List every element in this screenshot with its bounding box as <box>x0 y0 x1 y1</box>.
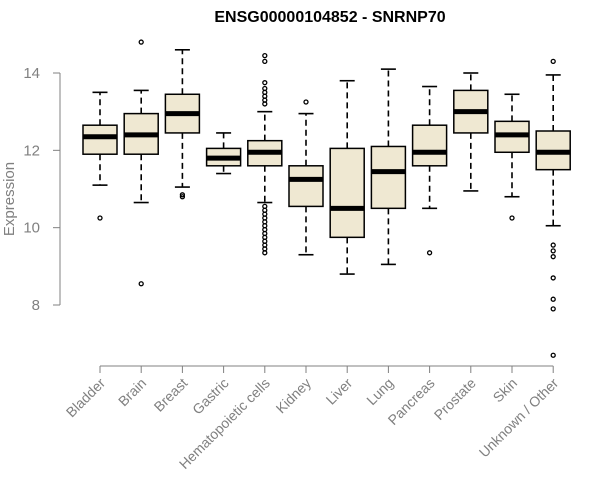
box-group <box>164 48 201 200</box>
box <box>411 124 448 167</box>
outlier-point <box>550 296 556 302</box>
outlier-point <box>303 99 309 105</box>
x-tick-label: Brain <box>115 375 149 409</box>
box-group <box>247 52 283 256</box>
outlier-point <box>262 203 268 210</box>
plot-area <box>82 39 571 358</box>
box <box>82 124 118 155</box>
x-tick-label: Prostate <box>431 375 479 423</box>
outlier-point <box>550 352 556 358</box>
y-axis-label: Expression <box>1 162 18 236</box>
outlier-point <box>138 39 144 45</box>
outlier-point <box>550 306 556 312</box>
box-group <box>123 39 159 287</box>
x-tick-label: Skin <box>490 375 521 406</box>
outlier-point <box>179 194 186 200</box>
x-tick-label: Breast <box>151 375 191 415</box>
y-tick-label: 8 <box>32 297 40 314</box>
box-group <box>329 79 365 275</box>
box <box>288 165 324 208</box>
x-tick-label: Kidney <box>273 375 315 417</box>
box-group <box>205 132 242 175</box>
box-group <box>82 91 118 221</box>
outlier-point <box>262 58 268 65</box>
outlier-point <box>550 248 556 254</box>
outlier-point <box>550 58 556 65</box>
box <box>329 147 365 239</box>
outlier-point <box>179 192 186 198</box>
outlier-point <box>262 80 268 86</box>
box-group <box>288 99 324 256</box>
box-group <box>411 85 448 256</box>
outlier-point <box>509 215 515 221</box>
box <box>370 145 407 210</box>
outlier-point <box>97 215 103 221</box>
outlier-point <box>138 281 144 287</box>
outlier-point <box>426 250 433 256</box>
y-tick-label: 14 <box>23 65 40 82</box>
box-group <box>453 72 489 192</box>
box-group <box>535 58 571 358</box>
box-group <box>370 68 407 266</box>
y-tick-label: 12 <box>23 142 40 159</box>
chart-title: ENSG00000104852 - SNRNP70 <box>214 9 445 26</box>
x-tick-label: Liver <box>323 375 356 408</box>
outlier-point <box>550 242 556 248</box>
x-tick-label: Bladder <box>63 375 109 421</box>
y-tick-label: 10 <box>23 220 40 237</box>
outlier-point <box>550 275 556 281</box>
x-tick-label: Lung <box>363 375 396 408</box>
box-group <box>494 93 530 221</box>
outlier-point <box>550 254 556 260</box>
outlier-point <box>262 85 268 92</box>
outlier-point <box>262 52 268 59</box>
